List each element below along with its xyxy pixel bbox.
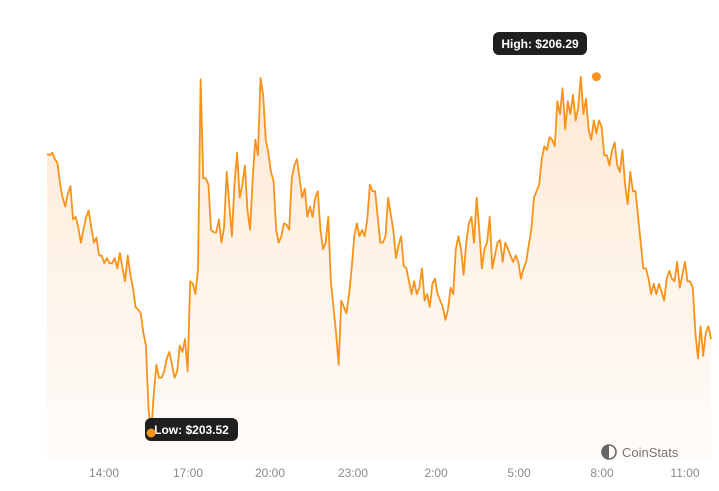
x-tick-label: 8:00 <box>590 466 614 480</box>
x-tick-label: 14:00 <box>89 466 119 480</box>
price-area-fill <box>47 76 711 460</box>
x-axis: 14:00 17:00 20:00 23:00 2:00 5:00 8:00 1… <box>89 466 700 480</box>
high-callout-box <box>493 32 587 55</box>
low-point-marker <box>146 428 156 438</box>
high-price-callout: High: $206.29 <box>493 32 601 82</box>
low-callout-label: Low: $203.52 <box>154 423 229 437</box>
coinstats-watermark: CoinStats <box>601 444 678 460</box>
low-callout-box <box>145 418 238 441</box>
x-tick-label: 23:00 <box>338 466 368 480</box>
low-price-callout: Low: $203.52 <box>145 418 238 441</box>
x-tick-label: 11:00 <box>670 466 699 480</box>
x-tick-label: 20:00 <box>255 466 285 480</box>
high-point-marker <box>591 72 601 82</box>
price-line <box>46 75 712 434</box>
high-callout-label: High: $206.29 <box>501 37 579 51</box>
x-tick-label: 5:00 <box>507 466 531 480</box>
coinstats-brand-name: CoinStats <box>622 444 679 460</box>
x-tick-label: 2:00 <box>424 466 448 480</box>
x-tick-label: 17:00 <box>173 466 203 480</box>
coinstats-logo-icon <box>601 444 617 460</box>
